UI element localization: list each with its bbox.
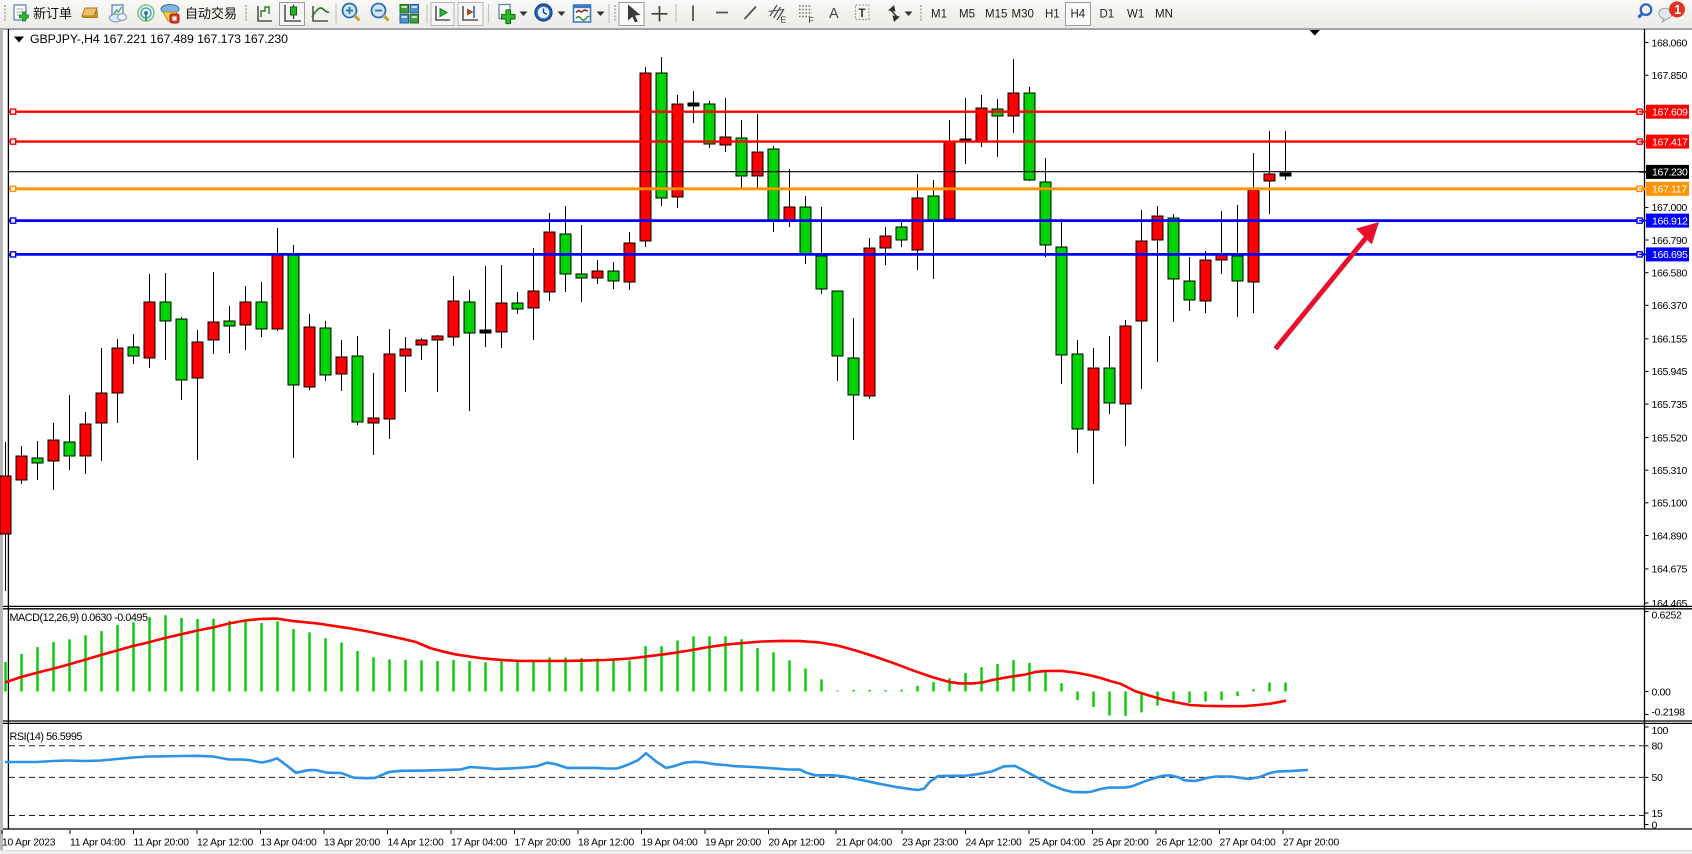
svg-text:21 Apr 04:00: 21 Apr 04:00 [836,838,892,849]
svg-text:50: 50 [1652,772,1663,784]
svg-text:165.945: 165.945 [1652,366,1688,378]
svg-text:0.6252: 0.6252 [1652,610,1683,622]
svg-text:19 Apr 04:00: 19 Apr 04:00 [642,838,698,849]
svg-text:H4: H4 [1071,9,1086,21]
svg-text:25 Apr 20:00: 25 Apr 20:00 [1093,838,1149,849]
svg-text:165.520: 165.520 [1652,432,1688,444]
svg-text:RSI(14) 56.5995: RSI(14) 56.5995 [10,731,83,743]
svg-text:167.609: 167.609 [1652,107,1688,119]
svg-text:A: A [829,6,839,22]
svg-text:17 Apr 04:00: 17 Apr 04:00 [451,838,507,849]
svg-text:13 Apr 04:00: 13 Apr 04:00 [261,838,317,849]
svg-text:166.912: 166.912 [1652,215,1688,227]
svg-text:GBPJPY-,H4 167.221 167.489 16: GBPJPY-,H4 167.221 167.489 167.173 167.2… [30,32,288,46]
svg-text:166.695: 166.695 [1652,249,1688,261]
svg-text:M30: M30 [1012,9,1034,21]
svg-text:-0.2198: -0.2198 [1652,707,1686,719]
svg-text:W1: W1 [1127,9,1144,21]
svg-text:167.230: 167.230 [1652,167,1688,179]
svg-text:25 Apr 04:00: 25 Apr 04:00 [1029,838,1085,849]
svg-text:自动交易: 自动交易 [185,6,237,21]
svg-text:新订单: 新订单 [33,6,72,21]
svg-text:26 Apr 12:00: 26 Apr 12:00 [1156,838,1212,849]
svg-text:167.000: 167.000 [1652,202,1688,214]
svg-text:0.00: 0.00 [1652,686,1672,698]
svg-text:166.155: 166.155 [1652,334,1688,346]
svg-text:MACD(12,26,9) 0.0630 -0.0495: MACD(12,26,9) 0.0630 -0.0495 [10,612,148,624]
svg-text:23 Apr 23:00: 23 Apr 23:00 [902,838,958,849]
svg-text:27 Apr 04:00: 27 Apr 04:00 [1220,838,1276,849]
svg-text:M1: M1 [931,9,947,21]
svg-text:167.117: 167.117 [1652,184,1687,196]
svg-text:12 Apr 12:00: 12 Apr 12:00 [197,838,253,849]
svg-text:H1: H1 [1045,9,1060,21]
svg-text:24 Apr 12:00: 24 Apr 12:00 [966,838,1022,849]
svg-text:T: T [859,8,866,20]
svg-text:0: 0 [1652,819,1658,831]
svg-text:164.675: 164.675 [1652,564,1688,576]
svg-text:165.735: 165.735 [1652,399,1688,411]
svg-text:166.580: 166.580 [1652,268,1688,280]
svg-text:M5: M5 [959,9,975,21]
svg-text:168.060: 168.060 [1652,37,1688,49]
svg-text:27 Apr 20:00: 27 Apr 20:00 [1283,838,1339,849]
svg-text:10 Apr 2023: 10 Apr 2023 [2,838,56,849]
svg-text:11 Apr 04:00: 11 Apr 04:00 [70,838,126,849]
svg-text:165.310: 165.310 [1652,465,1688,477]
svg-text:164.465: 164.465 [1652,598,1688,610]
svg-text:80: 80 [1652,741,1663,753]
svg-text:11 Apr 20:00: 11 Apr 20:00 [134,838,190,849]
svg-text:18 Apr 12:00: 18 Apr 12:00 [578,838,634,849]
svg-text:167.417: 167.417 [1652,136,1688,148]
svg-text:19 Apr 20:00: 19 Apr 20:00 [705,838,761,849]
svg-text:M15: M15 [985,9,1007,21]
svg-text:15: 15 [1652,808,1663,820]
svg-text:13 Apr 20:00: 13 Apr 20:00 [324,838,380,849]
svg-text:F: F [809,15,814,25]
svg-text:167.850: 167.850 [1652,70,1688,82]
svg-text:165.100: 165.100 [1652,498,1688,510]
svg-text:100: 100 [1652,725,1669,737]
svg-text:166.370: 166.370 [1652,300,1688,312]
svg-text:166.790: 166.790 [1652,235,1688,247]
svg-text:17 Apr 20:00: 17 Apr 20:00 [515,838,571,849]
svg-text:MN: MN [1155,9,1173,21]
svg-text:1: 1 [1674,3,1681,17]
svg-text:164.890: 164.890 [1652,530,1688,542]
svg-text:E: E [781,15,787,25]
svg-text:20 Apr 12:00: 20 Apr 12:00 [769,838,825,849]
svg-text:14 Apr 12:00: 14 Apr 12:00 [388,838,444,849]
svg-text:D1: D1 [1100,9,1115,21]
